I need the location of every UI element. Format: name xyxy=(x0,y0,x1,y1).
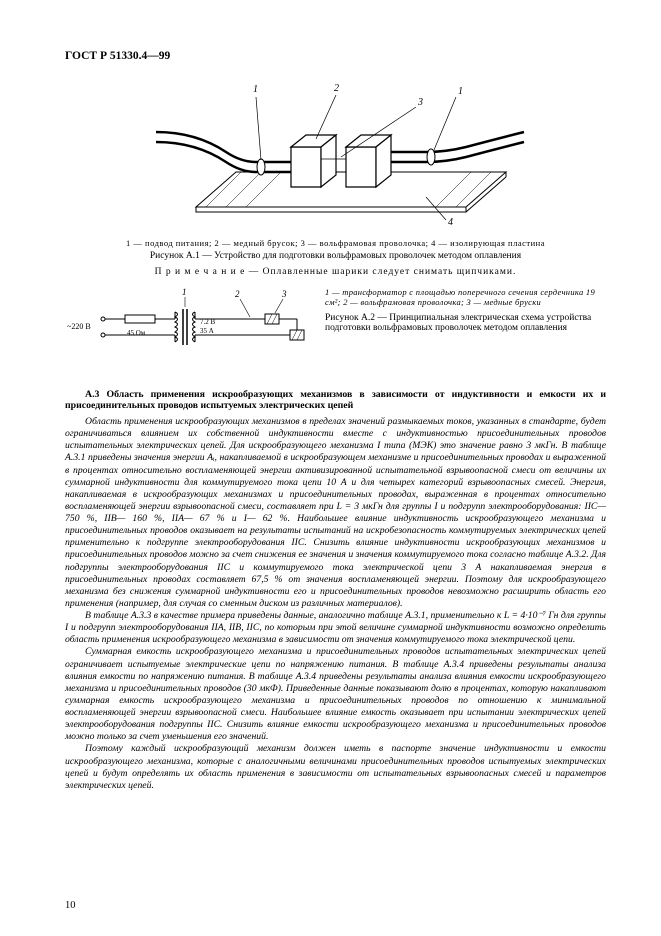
paragraph-1: Область применения искрообразующих механ… xyxy=(65,416,606,610)
svg-text:2: 2 xyxy=(235,289,240,299)
paragraph-3: Суммарная емкость искрообразующего механ… xyxy=(65,646,606,743)
paragraph-2: В таблице А.3.3 в качестве примера приве… xyxy=(65,610,606,646)
document-header: ГОСТ Р 51330.4—99 xyxy=(65,50,606,62)
paragraph-4: Поэтому каждый искрообразующий механизм … xyxy=(65,743,606,792)
svg-text:1: 1 xyxy=(458,86,463,97)
page: ГОСТ Р 51330.4—99 xyxy=(0,0,661,936)
svg-text:35 А: 35 А xyxy=(200,327,214,335)
svg-text:4: 4 xyxy=(448,217,453,227)
svg-text:3: 3 xyxy=(281,289,287,299)
figure-a1-caption: Рисунок А.1 — Устройство для подготовки … xyxy=(65,251,606,261)
figure-a1-note: П р и м е ч а н и е — Оплавленные шарики… xyxy=(65,267,606,277)
figure-a1-svg: 1 2 3 1 4 xyxy=(146,77,526,227)
figure-a2-caption: Рисунок А.2 — Принципиальная электрическ… xyxy=(325,313,606,333)
svg-text:1: 1 xyxy=(253,84,258,95)
figure-a2-svg: ~220 В 45 Ом xyxy=(65,287,315,372)
svg-text:2: 2 xyxy=(334,83,339,94)
figure-a1-legend: 1 — подвод питания; 2 — медный брусок; 3… xyxy=(65,238,606,248)
figure-a2: ~220 В 45 Ом xyxy=(65,287,606,377)
section-a3-title: А.3 Область применения искрообразующих м… xyxy=(65,389,606,411)
figure-a1: 1 2 3 1 4 xyxy=(65,77,606,232)
svg-text:1: 1 xyxy=(182,287,187,297)
svg-text:3: 3 xyxy=(417,97,423,108)
figure-a2-legend: 1 — трансформатор с площадью поперечного… xyxy=(325,287,606,307)
svg-text:~220 В: ~220 В xyxy=(67,322,91,331)
page-number: 10 xyxy=(65,900,76,911)
svg-text:45 Ом: 45 Ом xyxy=(127,329,146,337)
